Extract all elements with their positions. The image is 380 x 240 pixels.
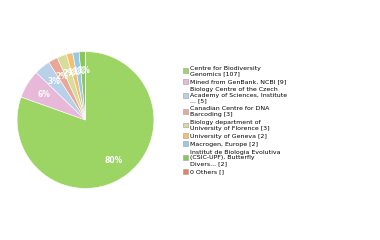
Wedge shape (21, 72, 86, 120)
Text: 1%: 1% (72, 67, 85, 76)
Wedge shape (17, 52, 154, 188)
Text: 1%: 1% (68, 68, 81, 77)
Text: 3%: 3% (48, 77, 61, 86)
Text: 2%: 2% (55, 72, 68, 81)
Text: 2%: 2% (62, 69, 75, 78)
Legend: Centre for Biodiversity
Genomics [107], Mined from GenBank, NCBI [9], Biology Ce: Centre for Biodiversity Genomics [107], … (183, 66, 287, 174)
Wedge shape (57, 54, 86, 120)
Text: 1%: 1% (77, 66, 90, 75)
Wedge shape (66, 53, 86, 120)
Wedge shape (73, 52, 86, 120)
Text: 6%: 6% (37, 90, 50, 99)
Wedge shape (36, 62, 86, 120)
Wedge shape (79, 52, 86, 120)
Text: 80%: 80% (105, 156, 123, 165)
Wedge shape (49, 58, 86, 120)
